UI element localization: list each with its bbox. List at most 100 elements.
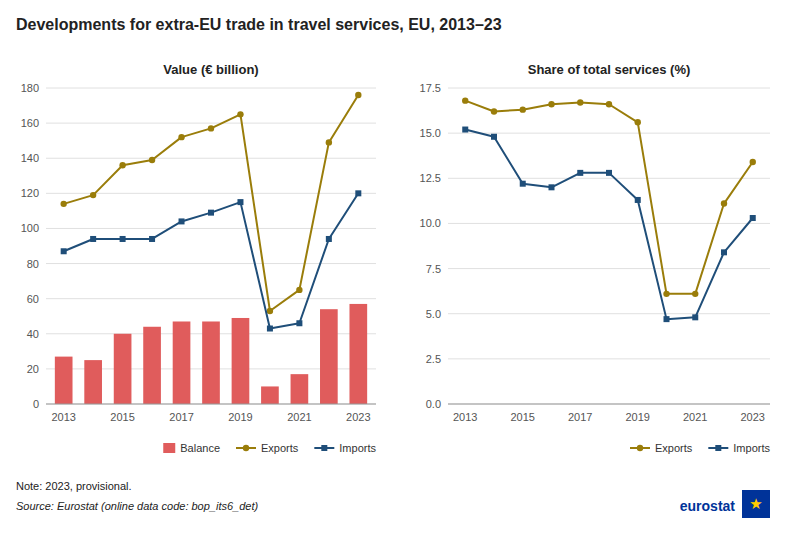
legend-item: Imports [708, 442, 770, 454]
line-marker [635, 197, 641, 203]
line-marker [90, 192, 96, 198]
y-tick-label: 5.0 [426, 308, 441, 320]
line-marker [577, 170, 583, 176]
grid-line [46, 88, 376, 89]
grid-line [448, 404, 770, 405]
y-axis: 0.02.55.07.510.012.515.017.5 [420, 82, 770, 410]
grid-line [46, 123, 376, 124]
line-marker [355, 92, 361, 98]
line-marker [326, 236, 332, 242]
line-marker [61, 248, 67, 254]
bar [320, 309, 338, 404]
x-tick-label: 2021 [683, 411, 707, 423]
bar [84, 360, 102, 404]
legend-label: Exports [655, 442, 693, 454]
y-tick-label: 0 [33, 398, 39, 410]
x-tick-label: 2021 [287, 411, 311, 423]
chart-figure: Developments for extra-EU trade in trave… [0, 0, 800, 537]
marks [55, 92, 367, 404]
source: Source: Eurostat (online data code: bop_… [16, 500, 258, 512]
y-tick-label: 120 [21, 187, 39, 199]
logo-star: ★ [749, 495, 762, 513]
y-tick-label: 20 [27, 363, 39, 375]
chart-panel: Share of total services (%)0.02.55.07.51… [420, 62, 771, 454]
y-tick-label: 160 [21, 117, 39, 129]
x-axis: 201320152017201920212023 [453, 411, 765, 423]
line-marker [326, 139, 332, 145]
page: {"title": "Developments for extra-EU tra… [0, 0, 800, 537]
line-series [61, 190, 362, 331]
bar [261, 386, 279, 404]
line-marker [721, 249, 727, 255]
bar [114, 334, 132, 404]
x-tick-label: 2017 [169, 411, 193, 423]
legend: Exports Imports [630, 442, 770, 454]
y-tick-label: 140 [21, 152, 39, 164]
note: Note: 2023, provisional. [16, 480, 132, 492]
x-tick-label: 2019 [626, 411, 650, 423]
y-tick-label: 0.0 [426, 398, 441, 410]
legend-item: Exports [630, 442, 693, 454]
x-axis: 201320152017201920212023 [51, 411, 370, 423]
x-axis-line [448, 404, 770, 405]
line-marker [237, 199, 243, 205]
legend-label: Exports [261, 442, 299, 454]
legend-label: Balance [180, 442, 220, 454]
bar [143, 327, 161, 404]
bar [173, 321, 191, 404]
legend-label: Imports [339, 442, 376, 454]
line-marker [491, 108, 497, 114]
annotations: Note: 2023, provisional. Source: Eurostat… [16, 480, 770, 518]
chart-panel: Value (€ billion)02040608010012014016018… [21, 62, 377, 454]
grid-line [448, 268, 770, 269]
line-marker [606, 170, 612, 176]
grid-line [46, 298, 376, 299]
y-tick-label: 12.5 [420, 172, 441, 184]
line-marker [267, 326, 273, 332]
marks [462, 97, 756, 322]
line-marker [635, 119, 641, 125]
bar [232, 318, 250, 404]
line [465, 101, 753, 294]
x-tick-label: 2015 [511, 411, 535, 423]
grid-line [46, 228, 376, 229]
legend-item: Balance [163, 442, 220, 454]
line-marker [462, 97, 468, 103]
grid-line [448, 88, 770, 89]
line-marker [520, 106, 526, 112]
y-tick-label: 180 [21, 82, 39, 94]
line-marker [462, 127, 468, 133]
line [465, 130, 753, 320]
legend-marker [243, 445, 249, 451]
x-tick-label: 2015 [110, 411, 134, 423]
grid-line [448, 178, 770, 179]
y-tick-label: 15.0 [420, 127, 441, 139]
y-tick-label: 100 [21, 222, 39, 234]
legend-swatch [163, 443, 175, 453]
line-marker [90, 236, 96, 242]
bar [349, 304, 367, 404]
legend-marker [715, 445, 721, 451]
line-marker [267, 308, 273, 314]
x-tick-label: 2019 [228, 411, 252, 423]
line-series [462, 97, 756, 297]
legend: Balance Exports Imports [163, 442, 376, 454]
line-marker [355, 190, 361, 196]
chart-title: Value (€ billion) [163, 62, 258, 77]
legend-marker [637, 445, 643, 451]
y-tick-label: 7.5 [426, 263, 441, 275]
line-marker [721, 200, 727, 206]
grid-line [448, 313, 770, 314]
y-tick-label: 17.5 [420, 82, 441, 94]
x-tick-label: 2023 [346, 411, 370, 423]
line-marker [237, 111, 243, 117]
line-marker [750, 159, 756, 165]
bar [202, 321, 220, 404]
y-tick-label: 10.0 [420, 217, 441, 229]
logo-text: eurostat [680, 498, 736, 514]
line-marker [692, 291, 698, 297]
y-tick-label: 40 [27, 328, 39, 340]
line-marker [296, 287, 302, 293]
bar [55, 357, 73, 404]
line-marker [208, 125, 214, 131]
